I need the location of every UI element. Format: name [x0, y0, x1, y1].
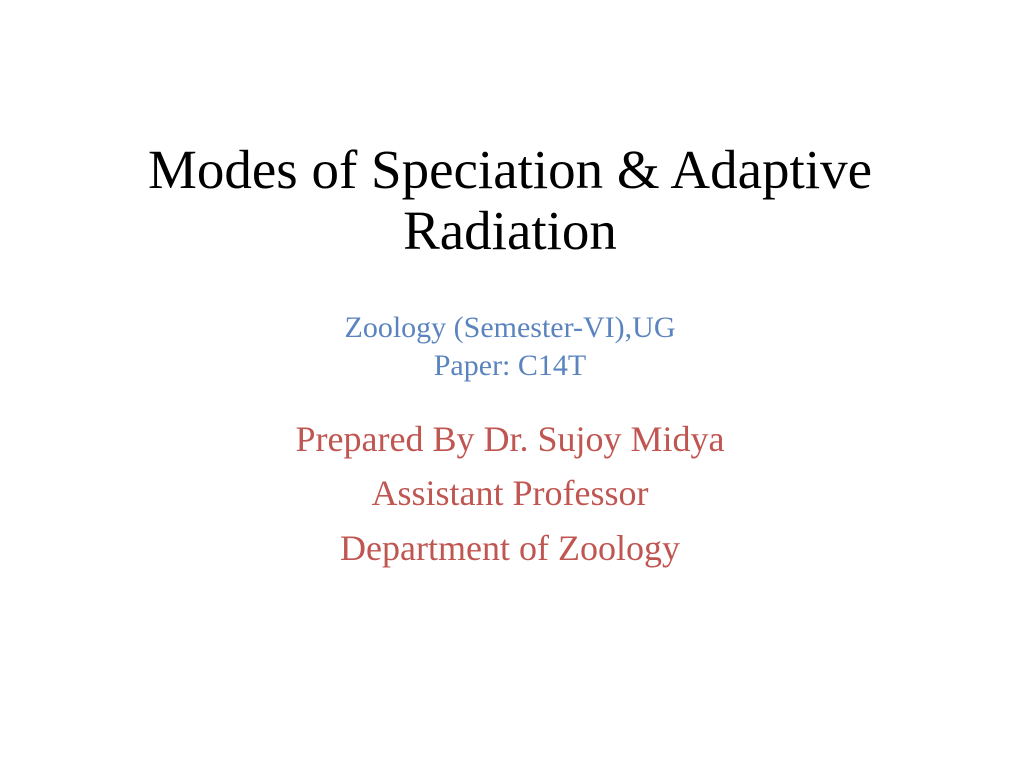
- author-name: Prepared By Dr. Sujoy Midya: [296, 414, 725, 464]
- slide-subtitle: Zoology (Semester-VI),UG Paper: C14T: [345, 309, 676, 384]
- subtitle-line-2: Paper: C14T: [345, 347, 676, 385]
- author-department: Department of Zoology: [296, 523, 725, 573]
- slide-title: Modes of Speciation & Adaptive Radiation: [0, 140, 1020, 261]
- author-title: Assistant Professor: [296, 468, 725, 518]
- author-section: Prepared By Dr. Sujoy Midya Assistant Pr…: [296, 414, 725, 577]
- subtitle-line-1: Zoology (Semester-VI),UG: [345, 309, 676, 347]
